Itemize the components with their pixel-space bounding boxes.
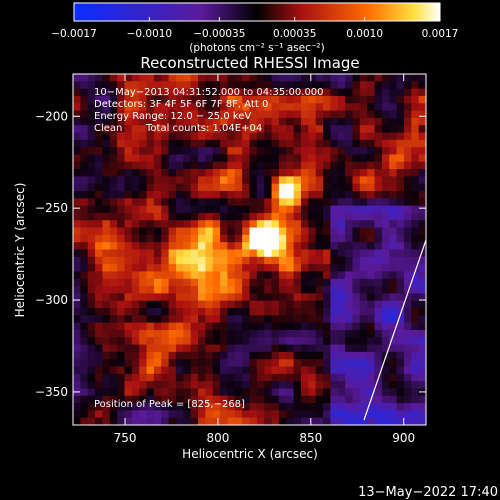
annotation-total-counts: Total counts: 1.04E+04 [145, 123, 262, 134]
colorbar [73, 2, 441, 22]
colorbar-tick-label: 0.0010 [346, 28, 383, 40]
y-tick-label: −250 [35, 201, 68, 215]
x-tick-label: 800 [206, 431, 229, 445]
heatmap-image [73, 74, 426, 425]
footer-date: 13−May−2022 17:40 [358, 485, 498, 500]
plot-frame [72, 73, 427, 426]
y-axis-label: Heliocentric Y (arcsec) [13, 183, 27, 318]
annotation-detectors: Detectors: 3F 4F 5F 6F 7F 8F, Att 0 [94, 99, 268, 110]
x-tick-label: 850 [299, 431, 322, 445]
annotation-peak-position: Position of Peak = [825,−268] [94, 399, 245, 410]
annotation-time-range: 10−May−2013 04:31:52.000 to 04:35:00.000 [94, 87, 324, 98]
x-tick-label: 750 [114, 431, 137, 445]
y-tick-label: −200 [35, 109, 68, 123]
annotation-energy: Energy Range: 12.0 − 25.0 keV [94, 111, 251, 122]
solar-limb-line [363, 239, 426, 421]
x-axis-label: Heliocentric X (arcsec) [182, 447, 318, 461]
chart-title: Reconstructed RHESSI Image [140, 54, 359, 72]
colorbar-tick-label: −0.0017 [51, 28, 97, 40]
y-tick-label: −350 [35, 385, 68, 399]
annotation-clean: Clean [94, 123, 122, 134]
colorbar-tick-label: −0.00035 [193, 28, 245, 40]
x-tick-label: 900 [392, 431, 415, 445]
colorbar-tick-label: 0.0017 [422, 28, 459, 40]
colorbar-tick-label: −0.0010 [127, 28, 173, 40]
y-tick-label: −300 [35, 293, 68, 307]
colorbar-units: (photons cm⁻² s⁻¹ asec⁻²) [189, 42, 324, 54]
colorbar-tick-label: 0.00035 [273, 28, 316, 40]
